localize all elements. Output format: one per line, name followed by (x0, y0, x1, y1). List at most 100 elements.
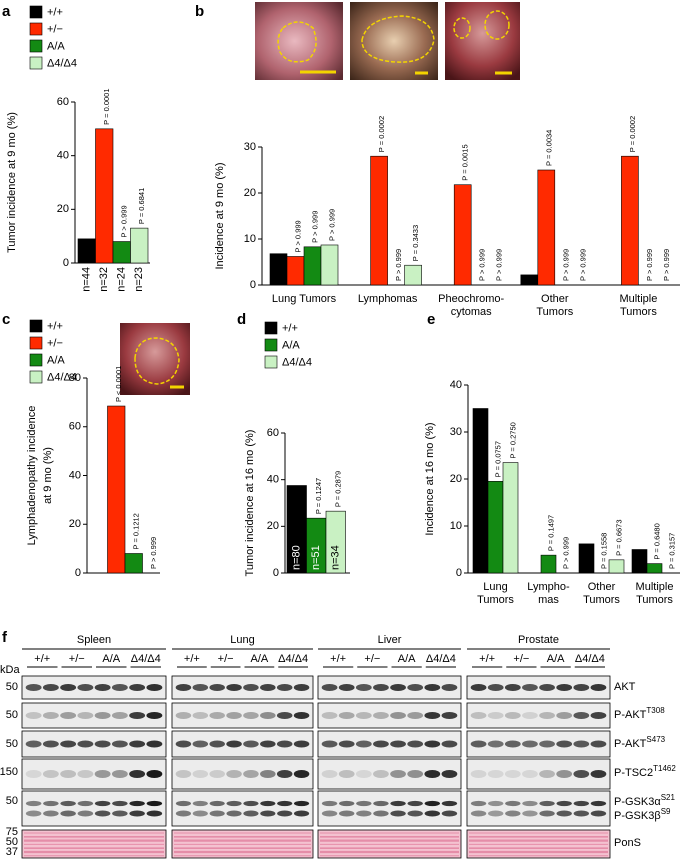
x-tick-label: mas (538, 594, 559, 606)
y-tick-label: 20 (450, 473, 462, 485)
band (539, 712, 555, 719)
band (77, 810, 94, 817)
y-axis-label: Incidence at 9 mo (%) (214, 163, 226, 270)
band (470, 740, 487, 748)
row-label: P-GSK3βS9 (614, 807, 671, 822)
band (60, 712, 77, 719)
band (60, 770, 77, 778)
band (94, 810, 111, 817)
band (209, 800, 225, 807)
band (321, 810, 338, 817)
genotype-label: +/− (364, 653, 380, 665)
genotype-label: Δ4/Δ4 (278, 653, 308, 665)
x-tick-label: Lung (483, 581, 507, 593)
band (175, 684, 192, 691)
band (146, 770, 163, 778)
legend-label: A/A (47, 40, 65, 52)
genotype-label: A/A (547, 653, 565, 665)
band (573, 740, 590, 748)
legend-label: +/+ (47, 6, 63, 18)
band (293, 800, 310, 807)
bar (621, 155, 639, 286)
band (25, 712, 42, 719)
x-tick-label: Other (588, 581, 616, 593)
band (60, 810, 76, 817)
band (112, 800, 128, 807)
y-tick-label: 40 (57, 150, 69, 162)
y-tick-label: 20 (69, 518, 81, 530)
band (590, 684, 607, 691)
p-value: P = 0.3433 (411, 225, 420, 261)
band (60, 740, 77, 748)
band (209, 770, 225, 778)
y-tick-label: 80 (69, 372, 81, 384)
y-axis-label: Incidence at 16 mo (%) (424, 422, 436, 535)
band (522, 712, 538, 719)
p-value: P = 0.0034 (544, 130, 553, 166)
band (260, 684, 276, 691)
y-tick-label: 0 (456, 567, 462, 579)
band (470, 810, 487, 817)
band (424, 810, 441, 817)
band (487, 770, 504, 778)
band (373, 740, 389, 748)
band (590, 740, 607, 748)
band (111, 770, 128, 778)
p-value: P = 0.1558 (599, 533, 608, 569)
band (407, 770, 424, 778)
band (226, 712, 242, 719)
band (293, 810, 310, 817)
y-tick-label: 20 (267, 520, 279, 532)
y-tick-label: 30 (450, 426, 462, 438)
band (590, 770, 607, 778)
y-axis-label: Lymphadenopathy incidence (26, 406, 38, 546)
n-label: n=51 (310, 545, 322, 570)
band (487, 684, 504, 691)
p-value: P = 0.0015 (461, 144, 470, 180)
band (146, 800, 163, 807)
bar (77, 238, 96, 264)
band (276, 684, 293, 691)
band (573, 800, 590, 807)
band (556, 740, 573, 748)
row-label: PonS (614, 837, 641, 849)
y-axis-label: Tumor incidence at 9 mo (%) (6, 112, 18, 253)
x-tick-label: Tumors (536, 306, 573, 318)
y-tick-label: 10 (244, 233, 256, 245)
band (94, 770, 111, 778)
band (146, 740, 163, 748)
band (424, 770, 441, 778)
y-tick-label: 40 (267, 474, 279, 486)
band (209, 810, 225, 817)
blot-strip (317, 675, 462, 700)
band (42, 684, 59, 691)
band (522, 684, 538, 691)
y-tick-label: 0 (250, 279, 256, 291)
row-label: P-AKTS473 (614, 735, 666, 750)
kda-unit: kDa (0, 664, 20, 676)
blot-strip (21, 790, 167, 827)
band (111, 684, 128, 691)
band (390, 712, 406, 719)
band (504, 740, 521, 748)
band (441, 740, 458, 748)
p-value: P = 0.1497 (546, 515, 555, 551)
p-value: P = 0.0002 (377, 116, 386, 152)
band (505, 810, 521, 817)
row-label: P-GSK3αS21 (614, 793, 676, 808)
band (260, 770, 276, 778)
band (407, 740, 424, 748)
p-value: P = 0.6841 (137, 188, 146, 224)
y-axis-label: at 9 mo (%) (42, 447, 54, 504)
p-value: P > 0.999 (310, 211, 319, 243)
band (441, 684, 458, 691)
band (390, 684, 406, 691)
kda: 75 (6, 826, 18, 838)
band (338, 810, 355, 817)
band (25, 810, 42, 817)
bar (95, 128, 114, 264)
p-value: P > 0.999 (149, 537, 158, 569)
x-tick-label: Pheochromo- (438, 293, 504, 305)
bar (112, 241, 131, 264)
band (146, 712, 163, 719)
